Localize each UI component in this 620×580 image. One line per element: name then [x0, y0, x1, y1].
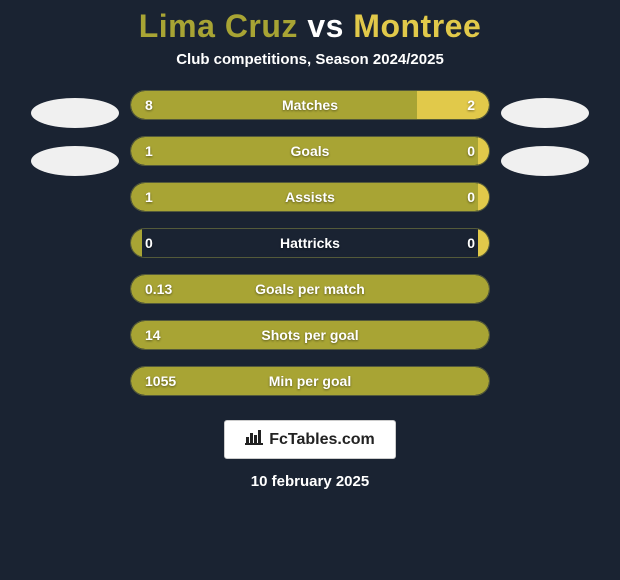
page-title: Lima Cruz vs Montree: [139, 8, 482, 45]
stat-label: Matches: [131, 91, 489, 119]
stat-bars-column: 82Matches 10Goals 10Assists 00Hattricks 0.13…: [130, 90, 490, 396]
player2-club-placeholder: [501, 146, 589, 176]
right-avatar-column: [490, 90, 600, 194]
player2-avatar-placeholder: [501, 98, 589, 128]
stat-row: 1055Min per goal: [130, 366, 490, 396]
stat-row: 0.13Goals per match: [130, 274, 490, 304]
chart-icon: [245, 429, 263, 450]
stat-row: 14Shots per goal: [130, 320, 490, 350]
player1-club-placeholder: [31, 146, 119, 176]
title-player2: Montree: [353, 8, 481, 44]
subtitle: Club competitions, Season 2024/2025: [176, 51, 444, 68]
player1-avatar-placeholder: [31, 98, 119, 128]
title-vs: vs: [307, 8, 344, 44]
stat-row: 82Matches: [130, 90, 490, 120]
stat-row: 10Assists: [130, 182, 490, 212]
footer: FcTables.com 10 february 2025: [224, 420, 396, 490]
brand-text: FcTables.com: [269, 431, 375, 449]
stat-label: Shots per goal: [131, 321, 489, 349]
main-row: 82Matches 10Goals 10Assists 00Hattricks 0.13…: [0, 90, 620, 396]
stat-label: Min per goal: [131, 367, 489, 395]
stat-row: 00Hattricks: [130, 228, 490, 258]
left-avatar-column: [20, 90, 130, 194]
stat-label: Goals per match: [131, 275, 489, 303]
comparison-infographic: Lima Cruz vs Montree Club competitions, …: [0, 0, 620, 580]
brand-badge: FcTables.com: [224, 420, 396, 459]
stat-label: Assists: [131, 183, 489, 211]
stat-row: 10Goals: [130, 136, 490, 166]
title-player1: Lima Cruz: [139, 8, 298, 44]
stat-label: Goals: [131, 137, 489, 165]
date-text: 10 february 2025: [251, 473, 369, 490]
stat-label: Hattricks: [131, 229, 489, 257]
